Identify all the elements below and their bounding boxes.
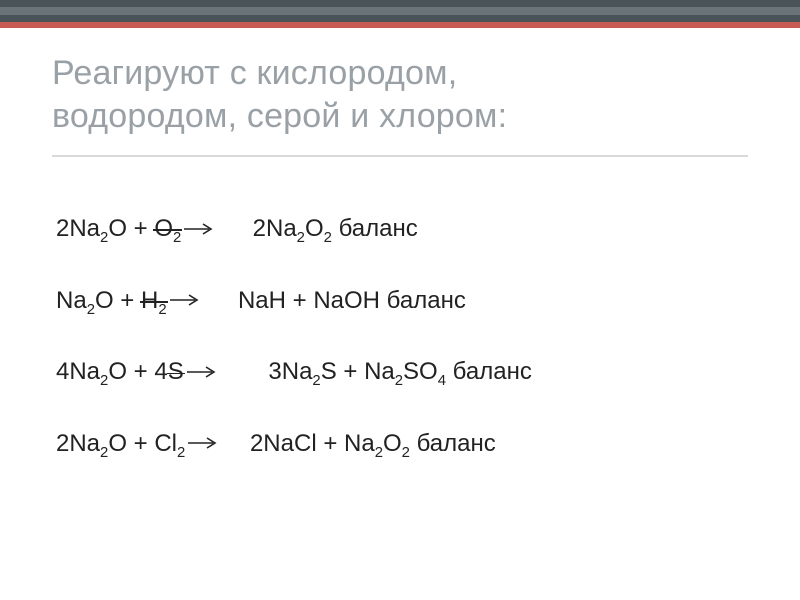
equation-row: 2Na2O + O2 2Na2O2 баланс [56,215,748,243]
arrow-icon [169,286,199,314]
title-line-2: водородом, серой и хлором: [52,97,507,135]
arrow-icon [186,357,216,385]
title-underline [52,155,748,157]
equation-lhs: 2Na2O + Cl2 [56,430,185,457]
equation-lhs: 2Na2O + O2 [56,215,181,242]
arrow-icon [183,214,213,242]
slide-title: Реагируют с кислородом, водородом, серой… [52,52,748,137]
slide-content: Реагируют с кислородом, водородом, серой… [0,28,800,457]
equation-rhs: NaH + NaOH баланс [238,287,466,314]
equation-row: 4Na2O + 4S 3Na2S + Na2SO4 баланс [56,358,748,386]
slide-top-band-inner [0,7,800,15]
equation-row: Na2O + H2 NaH + NaOH баланс [56,287,748,315]
equation-rhs: 3Na2S + Na2SO4 баланс [268,358,531,385]
equations-block: 2Na2O + O2 2Na2O2 баланс Na2O + H2 NaH + … [52,215,748,457]
slide-top-band [0,0,800,22]
equation-lhs: 4Na2O + 4S [56,358,184,385]
title-line-1: Реагируют с кислородом, [52,54,457,92]
equation-rhs: 2NaCl + Na2O2 баланс [250,430,496,457]
equation-rhs: 2Na2O2 баланс [253,215,418,242]
equation-lhs: Na2O + H2 [56,287,167,314]
arrow-icon [187,429,217,457]
equation-row: 2Na2O + Cl2 2NaCl + Na2O2 баланс [56,430,748,458]
